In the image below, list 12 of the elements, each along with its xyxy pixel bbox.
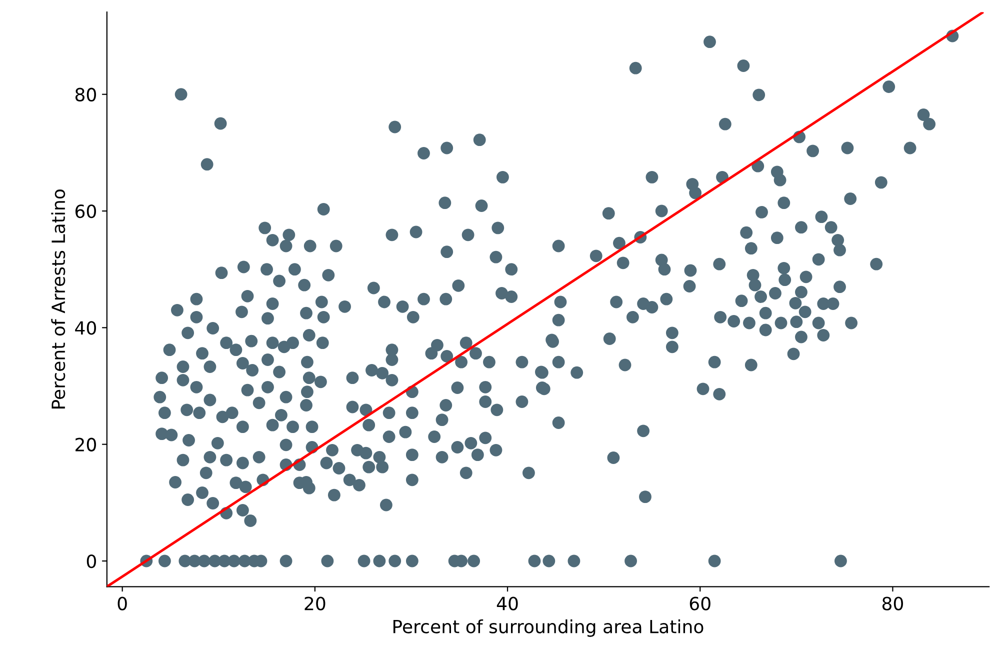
x-axis-title: Percent of surrounding area Latino: [393, 619, 704, 637]
x-tick-label: 20: [304, 596, 326, 610]
y-tick-label: 80: [75, 88, 96, 102]
x-tick-label: 80: [882, 596, 903, 610]
y-tick-label: 0: [86, 554, 96, 568]
y-tick-label: 40: [75, 321, 96, 335]
x-tick-label: 0: [118, 596, 127, 610]
y-tick-label: 60: [75, 204, 96, 218]
y-axis-title: Percent of Arrests Latino: [51, 189, 66, 408]
x-tick-label: 60: [690, 596, 710, 610]
y-tick-label: 20: [76, 438, 96, 452]
x-tick-label: 40: [496, 596, 518, 610]
